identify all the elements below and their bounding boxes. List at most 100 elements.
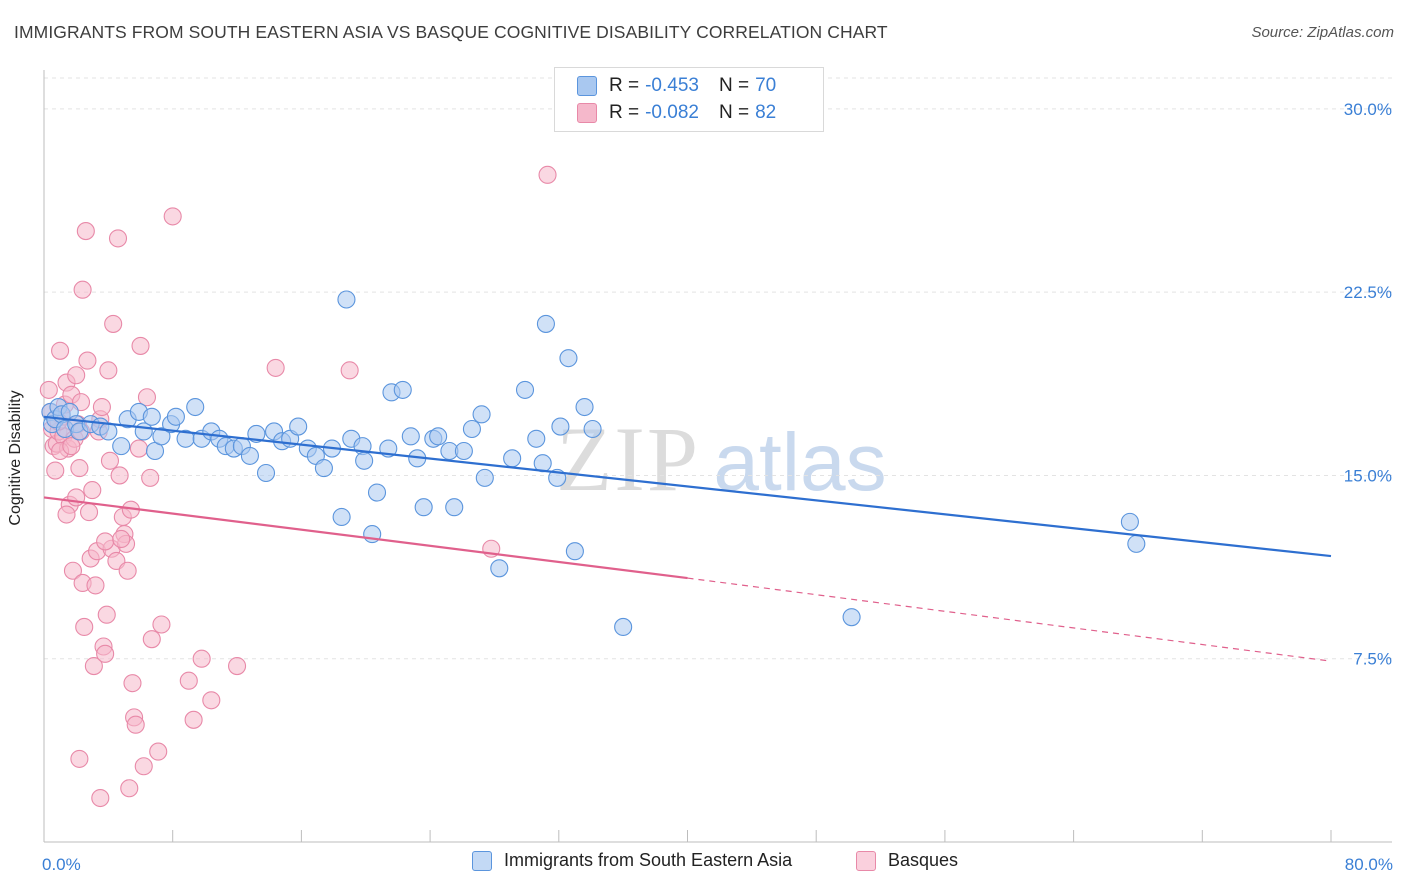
- basque-point: [179, 671, 198, 690]
- basque-point: [129, 439, 148, 458]
- basque-point: [83, 481, 102, 500]
- asia-point: [551, 417, 570, 436]
- basque-point: [70, 749, 89, 768]
- basque-point: [110, 466, 129, 485]
- asia-point: [152, 427, 171, 446]
- r-label: R =: [609, 102, 640, 123]
- basque-point: [126, 715, 145, 734]
- basque-point: [142, 630, 161, 649]
- y-axis-label-wrap: Cognitive Disability: [7, 390, 40, 525]
- x-tick-label: 0.0%: [42, 855, 81, 874]
- asia-point: [166, 407, 185, 426]
- stats-legend: R = -0.453 N = 70 R = -0.082 N = 82: [554, 67, 824, 132]
- basque-point: [131, 336, 150, 355]
- basque-point: [63, 561, 83, 580]
- basque-point: [141, 468, 160, 487]
- asia-point: [289, 417, 308, 436]
- legend-label: Basques: [888, 850, 959, 870]
- basque-point: [91, 788, 110, 808]
- asia-point: [401, 427, 420, 446]
- chart-title: IMMIGRANTS FROM SOUTH EASTERN ASIA VS BA…: [14, 22, 888, 42]
- asia-point: [565, 542, 584, 561]
- asia-point: [337, 290, 356, 309]
- basque-point: [100, 451, 120, 470]
- r-label: R =: [609, 75, 640, 96]
- basque-point: [228, 656, 247, 676]
- r-value: -0.453: [645, 75, 699, 96]
- basque-point: [123, 674, 142, 693]
- basque-point: [57, 505, 76, 524]
- basque-point: [67, 366, 86, 385]
- basque-point: [76, 222, 95, 241]
- legend-item-basques[interactable]: Basques: [856, 850, 958, 871]
- y-tick-label: 30.0%: [1344, 100, 1392, 119]
- basque-point: [152, 615, 171, 634]
- basque-point: [62, 437, 81, 456]
- asia-point: [256, 463, 276, 483]
- basque-point: [340, 361, 359, 380]
- basque-point: [104, 314, 123, 333]
- asia-point: [490, 559, 509, 578]
- pink-swatch: [577, 103, 597, 123]
- stats-row-pink: R = -0.082 N = 82: [577, 102, 796, 124]
- pink-swatch: [856, 850, 876, 871]
- asia-point: [429, 427, 448, 446]
- basque-point: [39, 380, 58, 399]
- basque-point: [266, 358, 285, 377]
- basque-point: [86, 576, 105, 595]
- series-legend: Immigrants from South Eastern Asia Basqu…: [0, 850, 1406, 878]
- asia-point: [112, 437, 131, 456]
- y-axis-label: Cognitive Disability: [7, 390, 24, 526]
- asia-point: [332, 507, 351, 527]
- basque-point: [202, 691, 221, 710]
- basque-point: [99, 361, 118, 380]
- asia-point: [445, 498, 464, 517]
- asia-point: [614, 617, 633, 637]
- asia-point: [472, 405, 491, 424]
- asia-point: [142, 407, 161, 426]
- basque-point: [73, 280, 92, 299]
- asia-point: [367, 483, 387, 502]
- asia-point: [1120, 512, 1139, 531]
- y-tick-label: 7.5%: [1353, 650, 1392, 669]
- basque-point: [46, 461, 65, 480]
- blue-swatch: [577, 76, 597, 96]
- asia-point: [475, 468, 494, 487]
- asia-point: [503, 449, 522, 468]
- asia-point: [462, 419, 481, 439]
- n-value: 70: [755, 75, 777, 96]
- source-label: Source: ZipAtlas.com: [1251, 24, 1394, 41]
- basque-point: [78, 351, 97, 370]
- asia-point: [842, 608, 861, 627]
- asia-point: [527, 429, 546, 448]
- n-label: N =: [718, 75, 750, 96]
- basque-point: [51, 341, 70, 360]
- basque-point: [112, 529, 131, 549]
- basque-point: [96, 532, 115, 551]
- basque-point: [192, 649, 211, 668]
- stats-row-blue: R = -0.453 N = 70: [577, 75, 796, 97]
- asia-point: [355, 451, 374, 470]
- blue-swatch: [472, 850, 492, 871]
- basque-point: [134, 757, 153, 776]
- basque-point: [75, 617, 94, 637]
- asia-point: [575, 397, 594, 417]
- legend-item-asia[interactable]: Immigrants from South Eastern Asia: [472, 850, 792, 871]
- axes: [43, 70, 1392, 843]
- asia-point: [536, 314, 555, 333]
- basque-trendline-extension: [687, 577, 1332, 662]
- basque-point: [96, 644, 115, 663]
- basque-trendline: [43, 496, 688, 580]
- asia-trendline: [43, 415, 1332, 558]
- y-tick-label: 15.0%: [1344, 466, 1392, 485]
- asia-point: [454, 441, 473, 461]
- basque-point: [538, 165, 557, 184]
- asia-point: [393, 380, 412, 399]
- basque-point: [70, 459, 89, 478]
- tick-labels: 7.5% 15.0% 22.5% 30.0% 0.0% 80.0%: [42, 100, 1393, 874]
- asia-point: [247, 424, 266, 443]
- r-value: -0.082: [645, 102, 699, 123]
- basque-point: [97, 605, 116, 624]
- basque-point: [67, 488, 86, 507]
- asia-point: [314, 459, 333, 478]
